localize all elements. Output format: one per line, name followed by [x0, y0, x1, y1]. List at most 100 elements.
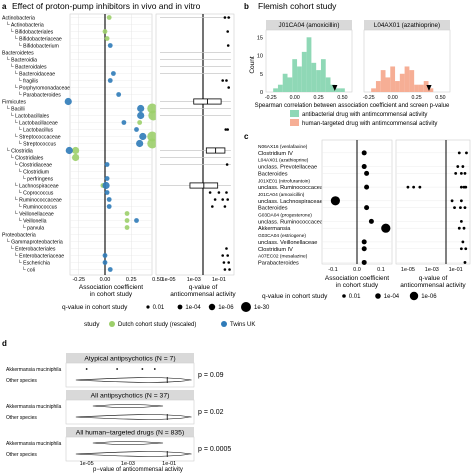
x-tick-label: 1e-01 [449, 267, 463, 273]
x-tick-label: 1e-05 [80, 461, 94, 467]
color-legend-title: study [84, 321, 100, 328]
qvalue-point [226, 254, 229, 257]
qvalue-point [225, 247, 228, 250]
histogram-bar [297, 66, 302, 92]
histogram-bar [330, 84, 336, 92]
legend-label: 1e-04 [384, 294, 400, 300]
qvalue-point [225, 79, 228, 82]
size-legend-title: q-value in cohort study [62, 304, 128, 311]
taxon-label: └ Bacilli [6, 106, 25, 113]
legend-swatch [290, 110, 299, 117]
qvalue-point [222, 261, 226, 264]
qvalue-point [459, 172, 463, 175]
x-label-qvalue-1: q-value of [189, 284, 218, 291]
data-point [147, 138, 158, 149]
x-tick-label: -0.25 [363, 95, 375, 101]
taxon-label: └ Clostridiaceae [14, 162, 52, 169]
taxon-label: └ Parabacteroides [18, 92, 61, 99]
histogram-bar [340, 88, 345, 92]
facet-title: All human−targeted drugs (N = 835) [76, 430, 184, 437]
qvalue-point [463, 172, 467, 175]
x-tick-label: -0.25 [72, 277, 85, 283]
taxon-label: └ Lactobacillales [10, 113, 50, 120]
plot-area-qvalue [155, 13, 235, 276]
panel-a: a Effect of proton-pump inhibitors in vi… [2, 1, 270, 328]
data-point [381, 223, 391, 233]
histogram-bar [399, 73, 405, 92]
qvalue-point [226, 128, 229, 131]
panel-d: d Atypical antipsychotics (N = 7) Akkerma… [2, 339, 231, 473]
qvalue-point [459, 185, 463, 189]
data-point [361, 239, 367, 245]
qvalue-point [221, 254, 224, 257]
x-tick-label: 1e-03 [425, 267, 439, 273]
x-tick-label: 0.00 [388, 95, 398, 101]
row-label: unclass. Veillonellaceae [258, 240, 317, 246]
taxon-label: └ Bifidobacteriaceae [14, 36, 62, 43]
size-legend-label: 1e-30 [254, 305, 270, 311]
color-legend-label: Dutch cohort study (rescaled) [118, 322, 196, 328]
row-label-other: Other species [6, 378, 37, 384]
taxon-label: └ coli [22, 267, 35, 274]
data-point [361, 150, 367, 156]
data-point [111, 71, 116, 76]
histogram-bar [371, 88, 376, 92]
plot-area-c-qvalue [395, 139, 471, 265]
points-c [330, 150, 468, 265]
taxonomy-labels: Actinobacteria└ Actinobacteria└ Bifidoba… [2, 16, 70, 274]
size-legend-dot [241, 302, 251, 312]
qvalue-point [224, 128, 228, 131]
boxplots-qvalue [160, 16, 231, 271]
data-point [102, 181, 110, 190]
dot [141, 368, 144, 370]
row-label: N06AX16 (venlafaxine) [258, 144, 308, 150]
x-tick-label: 1e-01 [162, 461, 176, 467]
histogram-bar [385, 77, 391, 92]
histogram-bar [306, 37, 312, 92]
facet-title: All antipsychotics (N = 37) [91, 393, 170, 400]
x-tick-label: 1e-03 [121, 461, 135, 467]
histogram-bar [335, 88, 341, 92]
legend-dot [342, 294, 346, 298]
qvalue-point [227, 86, 230, 89]
legend-dot [409, 291, 419, 301]
qvalue-point [227, 16, 230, 19]
data-point [102, 29, 108, 34]
facet-label: J01CA04 (amoxicillin) [279, 22, 340, 29]
taxon-label: └ Bacteroidia [6, 57, 37, 64]
x-tick-label: 0.00 [100, 277, 111, 283]
p-value-label: p = 0.09 [198, 372, 224, 379]
data-point [124, 225, 130, 230]
taxon-label: └ Bifidobacteriales [10, 29, 54, 36]
taxon-label: └ Bacteroidaceae [14, 71, 55, 78]
data-point [102, 260, 108, 265]
panel-b-letter: b [244, 2, 249, 11]
data-point [104, 176, 110, 181]
row-label: unclass. Ruminococcaceae [258, 219, 326, 225]
taxon-label: └ Porphyromonadaceae [14, 85, 70, 92]
taxon-label: └ Enterobacteriaceae [14, 253, 64, 260]
taxon-label: └ Clostridia [6, 148, 33, 155]
color-legend-dot [109, 321, 115, 327]
x-tick-label: -0.1 [328, 267, 337, 273]
facet-panel [65, 436, 195, 462]
taxon-label: └ Coprococcus [18, 190, 54, 197]
violin-other [75, 414, 192, 420]
taxon-label: └ Bifidobacterium [18, 43, 59, 50]
data-point [137, 104, 145, 113]
histogram-bar [428, 88, 434, 92]
panel-a-title: Effect of proton-pump inhibitors in vivo… [12, 1, 201, 11]
data-point [121, 120, 127, 125]
qvalue-point [412, 185, 416, 189]
qvalue-point [418, 185, 422, 189]
facet-label: L04AX01 (azathioprine) [374, 22, 440, 29]
taxon-label: └ Bacteroidales [10, 64, 47, 71]
data-point [361, 164, 367, 170]
panel-c: c N06AX16 (venlafaxine)Clostridium IVL04… [244, 132, 471, 301]
taxon-label: └ Ruminococcus [18, 204, 58, 211]
histogram-bar [277, 84, 283, 92]
qvalue-point [459, 219, 463, 223]
color-legend-label: Twins UK [230, 322, 255, 328]
size-legend: q-value in cohort study 0.01 1e-04 1e-06 1e… [62, 302, 270, 312]
x-ticks-association: -0.25 0.00 0.25 0.50 [72, 277, 162, 283]
